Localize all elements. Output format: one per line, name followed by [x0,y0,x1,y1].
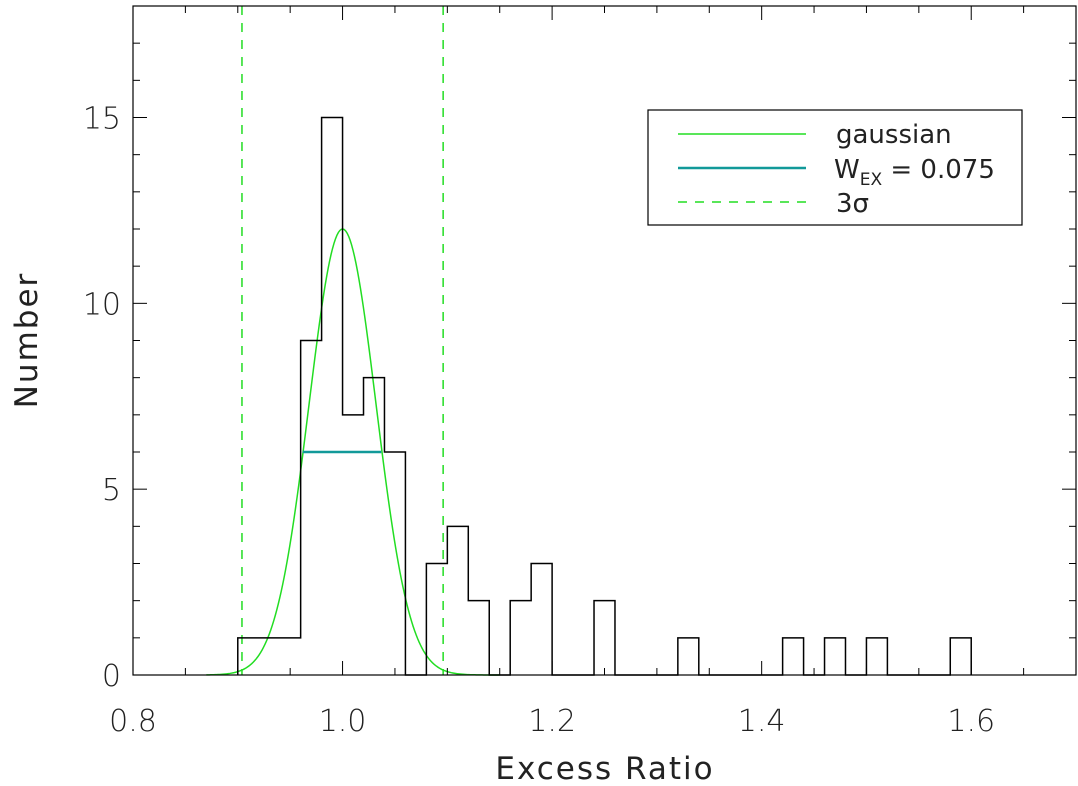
gaussian-curve [206,228,500,676]
plot-frame [132,5,1077,676]
x-tick-label: 1.0 [319,704,367,739]
x-tick-label: 1.2 [528,704,576,739]
legend-sigma-label: 3σ [836,189,869,219]
y-tick-labels: 0 5 10 15 [83,102,121,695]
y-tick-label: 0 [102,659,121,694]
x-axis-title: Excess Ratio [495,751,714,786]
legend-width-label: WEX = 0.075 [834,155,995,190]
legend-width-label-value: = 0.075 [882,155,995,185]
legend: gaussian WEX = 0.075 3σ [647,109,1023,226]
y-axis-title: Number [9,272,45,409]
x-tick-label: 0.8 [109,704,157,739]
x-tick-label: 1.4 [738,704,786,739]
y-tick-label: 15 [83,102,121,137]
x-tick-labels: 0.8 1.0 1.2 1.4 1.6 [109,704,995,739]
x-tick-label: 1.6 [947,704,995,739]
legend-width-label-main: W [834,155,860,185]
y-tick-label: 5 [102,473,121,508]
axis-ticks [132,5,1077,676]
legend-gaussian-label: gaussian [836,120,952,150]
legend-width-label-sub: EX [860,170,883,190]
y-tick-label: 10 [83,287,121,322]
